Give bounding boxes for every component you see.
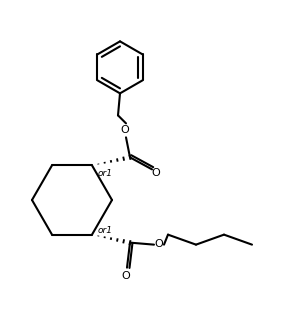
Text: or1: or1 — [98, 226, 113, 235]
Text: O: O — [121, 125, 130, 135]
Text: or1: or1 — [98, 169, 113, 178]
Text: O: O — [154, 239, 163, 249]
Text: O: O — [152, 168, 160, 178]
Text: O: O — [122, 271, 130, 280]
